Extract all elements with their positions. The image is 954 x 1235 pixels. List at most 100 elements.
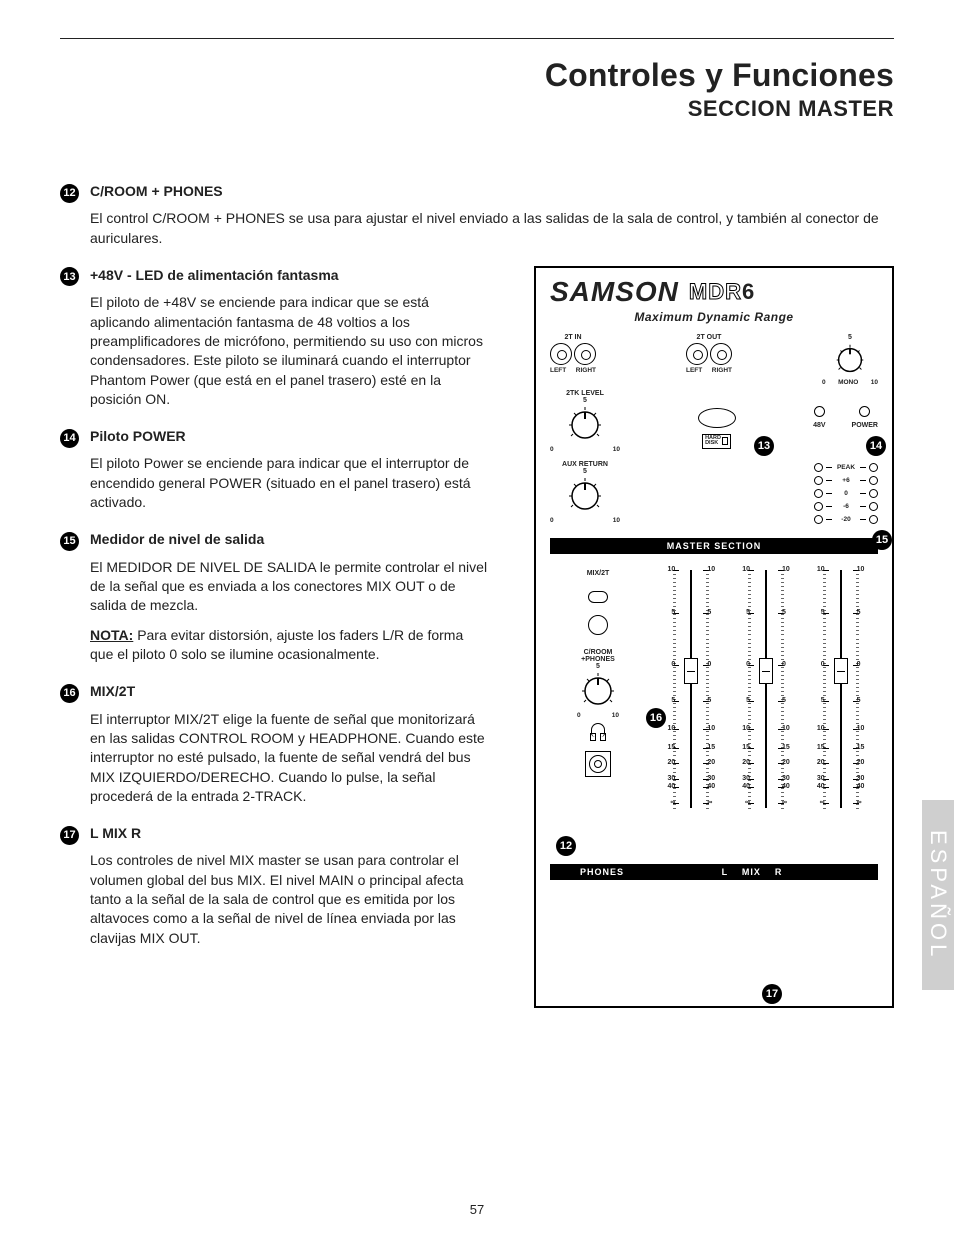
meter-led-icon <box>869 489 878 498</box>
fader-mark-label: 10 <box>857 725 871 732</box>
meter-label: 0 <box>835 490 857 497</box>
hard-disk-text: HARD DISK <box>705 436 721 447</box>
phones-footer-label: PHONES <box>554 867 650 877</box>
fader-mark-label: 0 <box>707 661 721 668</box>
panel-footer-bar: PHONES L MIX R <box>550 864 878 880</box>
callout-16-icon: 16 <box>646 708 666 728</box>
section-14-body: El piloto Power se enciende para indicar… <box>90 454 490 512</box>
master-panel-diagram: SAMSON MDR6 Maximum Dynamic Range 2T IN … <box>534 266 894 1008</box>
fader-mark-label: 10 <box>857 566 871 573</box>
meter-row: -20 <box>814 513 878 526</box>
meter-led-icon <box>814 489 823 498</box>
note-body: Para evitar distorsión, ajuste los fader… <box>90 627 463 662</box>
fader-mark-label: 15 <box>857 744 871 751</box>
meter-led-icon <box>814 502 823 511</box>
meter-led-icon <box>814 463 823 472</box>
page-number: 57 <box>0 1202 954 1217</box>
section-17-head: L MIX R <box>90 824 490 843</box>
headphones-icon <box>591 723 605 737</box>
fader-mark-label: 0 <box>857 661 871 668</box>
bullet-16-icon: 16 <box>60 684 79 703</box>
rca-2t-out: 2T OUT LEFTRIGHT <box>686 334 732 386</box>
fader-mark-label: 20 <box>857 759 871 766</box>
brand-logo: SAMSON <box>550 276 679 308</box>
fader-mark-label: 5 <box>707 697 721 704</box>
fader-mark-label: 30 <box>857 775 871 782</box>
fader-r: 101055005510101515202030304040∞∞ <box>813 566 869 854</box>
bullet-13-icon: 13 <box>60 267 79 286</box>
fader-mark-label: 15 <box>782 744 796 751</box>
fader-group: 101055005510101515202030304040∞∞ 1010550… <box>654 566 878 854</box>
model-label: MDR6 <box>689 279 755 305</box>
fader-mark-label: ∞ <box>707 799 721 806</box>
croom-phones-knob-icon <box>577 670 619 712</box>
mono-knob-icon <box>831 341 869 379</box>
aux-return-label: AUX RETURN <box>550 461 620 468</box>
bullet-15-icon: 15 <box>60 532 79 551</box>
meter-led-icon <box>869 502 878 511</box>
fader-mark-label: 5 <box>857 609 871 616</box>
meter-row: +6 <box>814 474 878 487</box>
led-power-label: POWER <box>852 422 878 429</box>
callout-17-icon: 17 <box>762 984 782 1004</box>
rca-2t-in: 2T IN LEFTRIGHT <box>550 334 596 386</box>
section-14-head: Piloto POWER <box>90 427 490 446</box>
section-12: 12 C/ROOM + PHONES El control C/ROOM + P… <box>60 182 894 248</box>
section-15-note: NOTA: Para evitar distorsión, ajuste los… <box>90 626 490 665</box>
section-13-head: +48V - LED de alimentación fantasma <box>90 266 490 285</box>
bullet-17-icon: 17 <box>60 826 79 845</box>
section-16-body: El interruptor MIX/2T elige la fuente de… <box>90 710 490 807</box>
fader-mark-label: 10 <box>707 725 721 732</box>
section-12-head: C/ROOM + PHONES <box>90 182 894 201</box>
meter-label: PEAK <box>835 464 857 471</box>
mix2t-label: MIX/2T <box>587 570 610 577</box>
title-block: Controles y Funciones SECCION MASTER <box>60 57 894 122</box>
section-13: 13 +48V - LED de alimentación fantasma E… <box>60 266 510 409</box>
fader-mark-label: 20 <box>782 759 796 766</box>
tk-level-knob-icon <box>564 404 606 446</box>
callout-12-icon: 12 <box>556 836 576 856</box>
section-15-head: Medidor de nivel de salida <box>90 530 490 549</box>
rca-2t-out-title: 2T OUT <box>686 334 732 341</box>
led-power-icon <box>859 406 870 417</box>
hard-disk-badge: HARD DISK <box>702 434 731 449</box>
fader-mark-label: 40 <box>707 783 721 790</box>
rca-2t-in-title: 2T IN <box>550 334 596 341</box>
aux-return-knob-icon <box>564 475 606 517</box>
section-16-head: MIX/2T <box>90 682 490 701</box>
meter-led-icon <box>814 515 823 524</box>
section-15-body: El MEDIDOR DE NIVEL DE SALIDA le permite… <box>90 558 490 616</box>
callout-13-icon: 13 <box>754 436 774 456</box>
model-bold: 6 <box>742 279 755 304</box>
tagline-label: Maximum Dynamic Range <box>536 310 892 330</box>
fader-mark-label: 10 <box>782 725 796 732</box>
meter-row: 0 <box>814 487 878 500</box>
language-tab: ESPAÑOL <box>922 800 954 990</box>
section-12-body: El control C/ROOM + PHONES se usa para a… <box>90 209 894 248</box>
meter-led-icon <box>869 476 878 485</box>
section-17-body: Los controles de nivel MIX master se usa… <box>90 851 490 948</box>
fader-mark-label: ∞ <box>782 799 796 806</box>
meter-led-icon <box>869 463 878 472</box>
model-outline: MDR <box>689 279 742 304</box>
section-15: 15 Medidor de nivel de salida El MEDIDOR… <box>60 530 510 664</box>
section-14: 14 Piloto POWER El piloto Power se encie… <box>60 427 510 512</box>
tk-level-label: 2TK LEVEL <box>550 390 620 397</box>
section-13-body: El piloto de +48V se enciende para indic… <box>90 293 490 409</box>
meter-row: -6 <box>814 500 878 513</box>
mix2t-switch-icon <box>588 591 608 603</box>
mix-footer-label: L MIX R <box>650 867 854 877</box>
led-48v-label: 48V <box>813 422 825 429</box>
section-16: 16 MIX/2T El interruptor MIX/2T elige la… <box>60 682 510 806</box>
fader-mark-label: 10 <box>782 566 796 573</box>
fader-mark-label: 5 <box>782 697 796 704</box>
mix2t-button-icon <box>588 615 608 635</box>
croom-phones-label: C/ROOM +PHONES <box>577 649 619 663</box>
top-rule <box>60 38 894 39</box>
meter-label: -6 <box>835 503 857 510</box>
phones-jack-icon <box>585 751 611 777</box>
section-17: 17 L MIX R Los controles de nivel MIX ma… <box>60 824 510 948</box>
fader-mark-label: 5 <box>782 609 796 616</box>
fader-mark-label: 40 <box>857 783 871 790</box>
meter-row: PEAK <box>814 461 878 474</box>
